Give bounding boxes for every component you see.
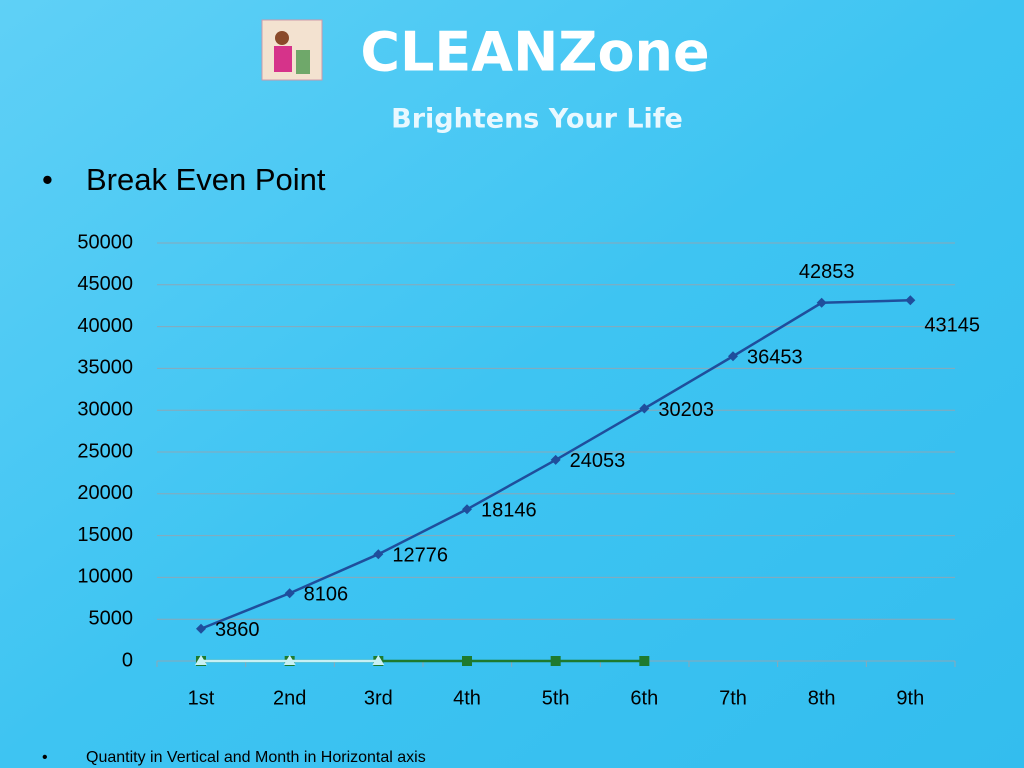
x-tick-label: 4th [453, 687, 481, 709]
data-label: 24053 [570, 450, 626, 472]
x-tick-label: 7th [719, 687, 747, 709]
subtitle: Brightens Your Life [391, 104, 683, 135]
bullet: Break Even Point [86, 162, 326, 197]
x-tick-label: 6th [630, 687, 658, 709]
x-tick-label: 8th [808, 687, 836, 709]
data-label: 18146 [481, 500, 537, 522]
data-label: 12776 [392, 544, 448, 566]
y-tick-label: 5000 [89, 607, 134, 629]
y-tick-label: 50000 [77, 231, 133, 253]
point [195, 655, 207, 665]
y-tick-label: 35000 [77, 357, 133, 379]
x-tick-label: 2nd [273, 687, 306, 709]
data-label: 8106 [304, 584, 349, 606]
point [905, 295, 916, 306]
x-tick-label: 3rd [364, 687, 393, 709]
data-label: 3860 [215, 619, 260, 641]
point [550, 454, 561, 465]
y-tick-label: 10000 [77, 566, 133, 588]
y-tick-label: 25000 [77, 440, 133, 462]
chart: 0 5000 10000 15000 20000 25000 30000 35000 40000… [77, 231, 980, 709]
svg-text:•: • [42, 162, 53, 197]
point [816, 297, 827, 308]
point [283, 655, 296, 665]
x-tick-label: 9th [896, 687, 924, 709]
point [462, 656, 472, 666]
y-tick-label: 30000 [77, 398, 133, 420]
y-tick-label: 45000 [77, 273, 133, 295]
y-tick-label: 20000 [77, 482, 133, 504]
y-tick-label: 15000 [77, 524, 133, 546]
point [639, 403, 650, 414]
data-label: 43145 [924, 315, 980, 337]
point [550, 656, 561, 666]
title: CLEANZone [360, 21, 709, 84]
x-tick-label: 5th [542, 687, 570, 709]
point [372, 655, 385, 665]
footnote: Quantity in Vertical and Month in Horizo… [86, 749, 426, 766]
data-label: 36453 [747, 347, 803, 369]
y-tick-label: 0 [122, 649, 133, 671]
point [284, 588, 295, 599]
point [196, 623, 206, 634]
point [728, 351, 738, 362]
point [639, 656, 650, 666]
point [462, 504, 472, 515]
x-tick-label: 1st [188, 687, 215, 709]
svg-text:•: • [42, 749, 48, 766]
data-label: 42853 [799, 261, 855, 283]
data-label: 30203 [658, 399, 714, 421]
y-tick-label: 40000 [77, 315, 133, 337]
point [373, 549, 384, 560]
logo-icon [261, 19, 323, 81]
